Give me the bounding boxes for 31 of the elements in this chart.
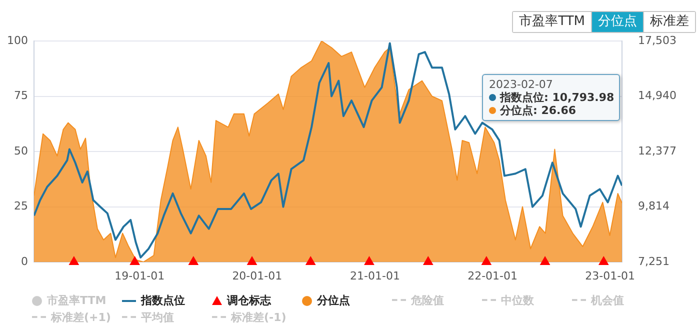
x-tick-label: 21-01-01 xyxy=(350,269,400,282)
x-tick-label: 22-01-01 xyxy=(468,269,518,282)
y-tick-label: 25 xyxy=(14,200,28,213)
legend-label: 指数点位 xyxy=(141,294,185,307)
text: 市盈率TTM xyxy=(513,12,591,32)
y2-tick-label: 14,940 xyxy=(638,89,676,102)
legend-label: 机会值 xyxy=(591,294,624,307)
x-tick-label: 23-01-01 xyxy=(585,269,636,282)
x-tick-label: 19-01-01 xyxy=(114,269,165,282)
text: 分位点 xyxy=(591,12,643,32)
annotation: 2023-02-07 xyxy=(489,78,553,91)
legend-label: 平均值 xyxy=(141,311,174,324)
y-tick-label: 75 xyxy=(14,89,28,102)
legend-label: 危险值 xyxy=(411,294,444,307)
y-tick-label: 100 xyxy=(7,34,28,47)
text: 标准差 xyxy=(643,12,695,32)
y2-tick-label: 7,251 xyxy=(638,254,670,268)
legend-label: 分位点 xyxy=(317,294,350,307)
y-tick-label: 0 xyxy=(21,254,28,268)
annotation: 指数点位: 10,793.98 xyxy=(500,91,614,104)
annotation: 分位点: 26.66 xyxy=(500,104,576,117)
y2-tick-label: 12,377 xyxy=(638,144,676,158)
legend-label: 市盈率TTM xyxy=(47,294,106,307)
y-tick-label: 50 xyxy=(14,144,28,158)
x-tick-label: 20-01-01 xyxy=(232,269,282,282)
legend-label: 中位数 xyxy=(501,294,534,307)
legend-label: 标准差(-1) xyxy=(231,311,286,324)
y2-tick-label: 17,503 xyxy=(638,34,676,47)
legend-label: 调仓标志 xyxy=(227,294,271,307)
legend-label: 标准差(+1) xyxy=(51,311,111,324)
y2-tick-label: 9,814 xyxy=(638,200,670,213)
